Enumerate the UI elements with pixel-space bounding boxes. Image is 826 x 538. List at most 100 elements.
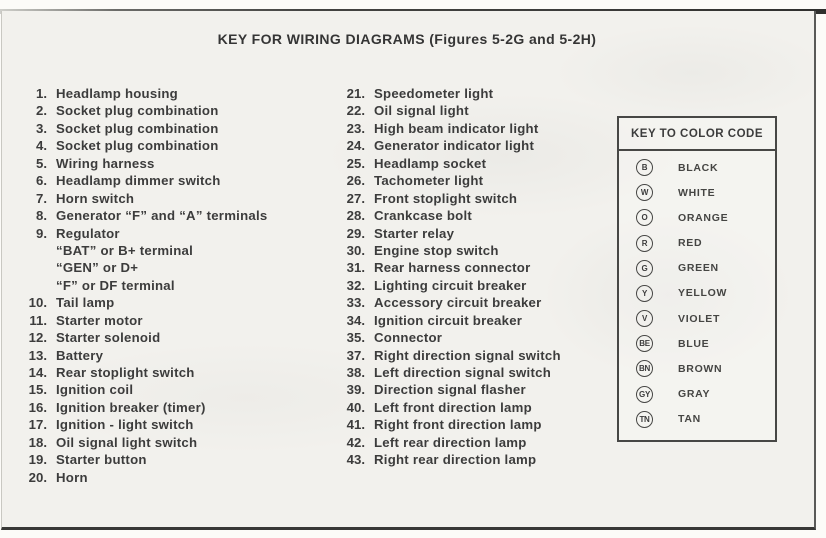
item-label: Engine stop switch [374, 242, 499, 258]
item-label: Crankcase bolt [374, 208, 473, 224]
key-list-item: 17. Ignition - light switch [20, 417, 325, 434]
item-number: 34. [346, 312, 365, 328]
wiring-key-list-right: 21. Speedometer light 22. Oil signal lig… [337, 86, 637, 470]
item-number: 39. [346, 382, 365, 398]
item-label: Headlamp dimmer switch [56, 173, 221, 189]
item-number: 20. [28, 469, 47, 485]
key-list-item: “F” or DF terminal [20, 278, 325, 295]
item-label: “BAT” or B+ terminal [56, 242, 194, 258]
item-label: Rear harness connector [374, 260, 531, 276]
item-number: 17. [28, 417, 47, 433]
color-code-circle: BN [636, 360, 653, 378]
item-label: Generator “F” and “A” terminals [56, 208, 268, 224]
key-list-item: 24. Generator indicator light [337, 138, 637, 155]
item-label: Front stoplight switch [374, 190, 518, 206]
item-label: Tail lamp [56, 295, 115, 311]
key-list-item: 29. Starter relay [337, 226, 637, 243]
color-code-row: BE BLUE [636, 335, 775, 353]
color-code-row: V VIOLET [636, 310, 775, 328]
color-code-row: O ORANGE [636, 209, 775, 227]
item-label: Ignition coil [56, 382, 134, 398]
key-list-item: 23. High beam indicator light [337, 121, 637, 138]
item-number: 24. [346, 138, 365, 154]
item-number: 30. [346, 242, 365, 258]
item-label: Left direction signal switch [374, 365, 551, 380]
item-number: 13. [28, 347, 47, 363]
item-number: 25. [346, 155, 365, 171]
color-name: WHITE [678, 186, 716, 199]
item-number: 27. [346, 190, 365, 206]
wiring-key-list-left: 1. Headlamp housing 2. Socket plug combi… [20, 86, 325, 487]
item-label: Regulator [56, 225, 120, 241]
item-label: Speedometer light [374, 86, 494, 101]
key-list-item: 31. Rear harness connector [337, 260, 637, 277]
item-number: 6. [36, 173, 47, 189]
key-list-item: 27. Front stoplight switch [337, 191, 637, 208]
color-code-circle: BE [636, 335, 653, 353]
color-code-row: W WHITE [636, 184, 775, 202]
item-label: Right direction signal switch [374, 347, 561, 363]
color-code-box: KEY TO COLOR CODE B BLACK W WHITE O ORAN… [617, 116, 777, 442]
key-list-item: 4. Socket plug combination [20, 138, 325, 155]
color-code-entries: B BLACK W WHITE O ORANGE R RED G GREEN [636, 151, 775, 436]
color-name: BLACK [678, 161, 719, 174]
item-number: 15. [28, 382, 47, 398]
item-label: Accessory circuit breaker [374, 295, 542, 311]
color-code-row: Y YELLOW [636, 284, 775, 302]
item-label: Socket plug combination [56, 138, 219, 154]
item-number: 38. [346, 365, 365, 380]
key-list-item: 1. Headlamp housing [20, 86, 325, 103]
item-label: Socket plug combination [56, 120, 219, 136]
color-name: ORANGE [678, 211, 729, 224]
page-title: KEY FOR WIRING DIAGRAMS (Figures 5-2G an… [217, 31, 597, 47]
key-list-item: 3. Socket plug combination [20, 121, 325, 138]
key-list-item: 39. Direction signal flasher [337, 382, 637, 399]
item-number: 22. [346, 103, 365, 119]
key-list-item: 30. Engine stop switch [337, 243, 637, 260]
color-code-row: G GREEN [636, 259, 775, 277]
color-code-title: KEY TO COLOR CODE [619, 118, 775, 151]
color-code-circle: G [636, 259, 653, 277]
item-label: “GEN” or D+ [56, 260, 139, 276]
key-list-item: 43. Right rear direction lamp [337, 452, 637, 469]
key-list-item: 8. Generator “F” and “A” terminals [20, 208, 325, 225]
color-name: YELLOW [678, 287, 728, 300]
item-label: Headlamp socket [374, 155, 487, 171]
key-list-item: 20. Horn [20, 470, 325, 487]
color-name: VIOLET [678, 312, 721, 325]
item-number: 28. [346, 208, 365, 224]
item-label: High beam indicator light [374, 120, 539, 136]
key-list-item: 28. Crankcase bolt [337, 208, 637, 225]
key-list-item: 37. Right direction signal switch [337, 348, 637, 365]
item-label: Socket plug combination [56, 103, 219, 119]
item-number: 43. [346, 452, 365, 468]
item-number: 4. [36, 138, 47, 154]
key-list-item: 12. Starter solenoid [20, 330, 325, 347]
key-list-item: “BAT” or B+ terminal [20, 243, 325, 260]
item-number: 10. [28, 295, 47, 311]
item-label: Lighting circuit breaker [374, 277, 527, 293]
item-number: 2. [36, 103, 47, 119]
item-number: 21. [346, 86, 365, 101]
item-label: Generator indicator light [374, 138, 535, 154]
color-code-circle: GY [636, 385, 653, 403]
item-label: Rear stoplight switch [56, 365, 195, 380]
key-list-item: 16. Ignition breaker (timer) [20, 400, 325, 417]
item-label: “F” or DF terminal [56, 277, 175, 293]
item-number: 23. [346, 120, 365, 136]
item-number: 18. [28, 434, 47, 450]
color-code-circle: TN [636, 410, 653, 428]
item-number: 1. [36, 86, 47, 101]
color-code-row: BN BROWN [636, 360, 775, 378]
key-list-item: “GEN” or D+ [20, 260, 325, 277]
item-number: 19. [28, 452, 47, 468]
item-number: 7. [36, 190, 47, 206]
color-code-circle: B [636, 159, 653, 177]
key-list-item: 40. Left front direction lamp [337, 400, 637, 417]
key-list-item: 19. Starter button [20, 452, 325, 469]
color-name: TAN [678, 413, 701, 426]
key-list-item: 6. Headlamp dimmer switch [20, 173, 325, 190]
color-code-row: GY GRAY [636, 385, 775, 403]
key-list-item: 2. Socket plug combination [20, 103, 325, 120]
item-number: 5. [36, 155, 47, 171]
